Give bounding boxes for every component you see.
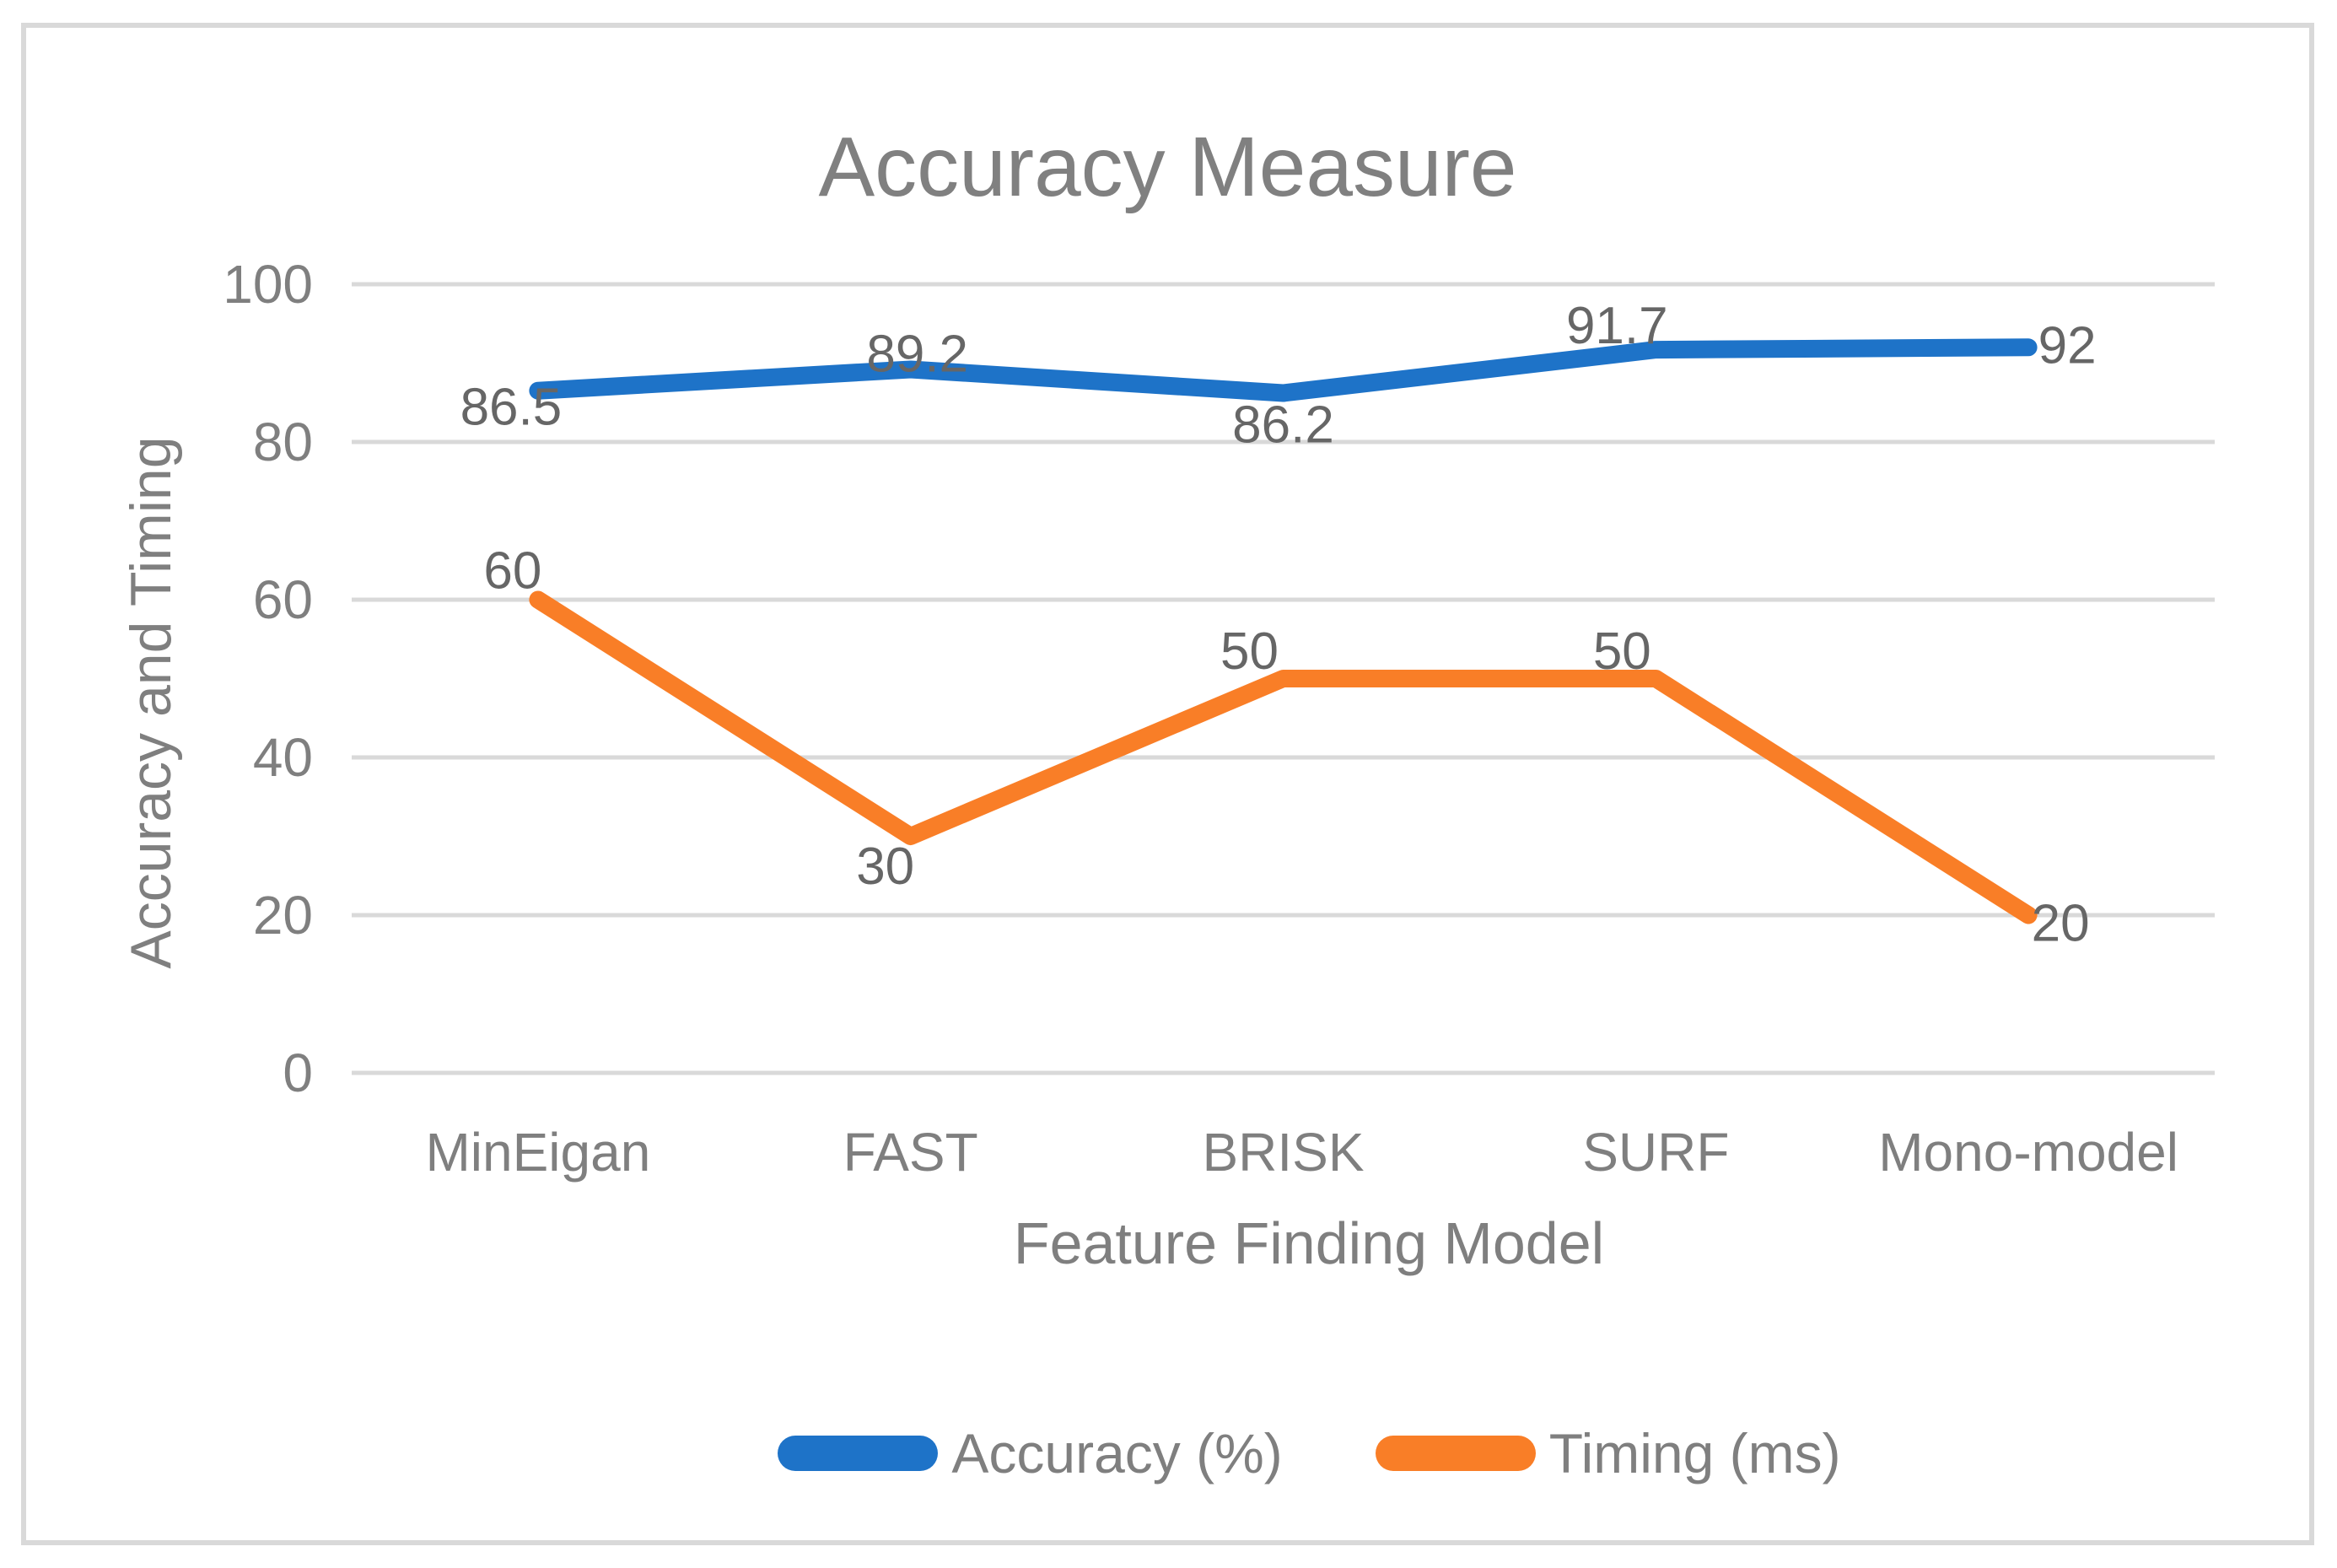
data-point-label: 60 — [483, 542, 541, 601]
data-point-label: 86.5 — [460, 379, 563, 437]
legend-item-accuracy: Accuracy (%) — [778, 1421, 1283, 1485]
series-line-accuracy — [529, 338, 2038, 402]
y-tick-label: 20 — [253, 885, 313, 946]
data-point-label: 30 — [856, 838, 914, 896]
accuracy-line-swatch-icon — [778, 1436, 939, 1471]
x-category-label: Mono-model — [1878, 1122, 2178, 1183]
y-tick-label: 100 — [223, 254, 313, 315]
y-tick-label: 60 — [253, 569, 313, 630]
data-point-label: 92 — [2038, 316, 2097, 374]
x-category-label: BRISK — [1202, 1122, 1364, 1183]
data-point-label: 20 — [2032, 895, 2090, 953]
x-category-label: FAST — [843, 1122, 978, 1183]
legend-label-timing: Timing (ms) — [1548, 1422, 1841, 1484]
data-point-label: 50 — [1220, 622, 1279, 681]
y-tick-label: 0 — [283, 1043, 313, 1103]
legend: Accuracy (%) Timing (ms) — [378, 1403, 2241, 1504]
series-line-timing — [529, 590, 2038, 924]
x-category-label: MinEigan — [425, 1122, 650, 1183]
data-point-label: 86.2 — [1232, 396, 1334, 455]
legend-item-timing: Timing (ms) — [1375, 1421, 1841, 1485]
data-point-label: 91.7 — [1566, 297, 1668, 355]
y-tick-label: 80 — [253, 412, 313, 472]
data-point-label: 50 — [1593, 622, 1651, 681]
legend-label-accuracy: Accuracy (%) — [951, 1422, 1283, 1484]
data-point-label: 89.2 — [866, 325, 968, 383]
x-axis-title: Feature Finding Model — [1013, 1210, 1605, 1276]
chart-title: Accuracy Measure — [818, 120, 1517, 214]
chart-frame: Accuracy Measure Accuracy and Timing Fea… — [21, 23, 2314, 1545]
x-category-label: SURF — [1582, 1122, 1729, 1183]
timing-line-swatch-icon — [1375, 1436, 1536, 1471]
y-tick-label: 40 — [253, 727, 313, 788]
